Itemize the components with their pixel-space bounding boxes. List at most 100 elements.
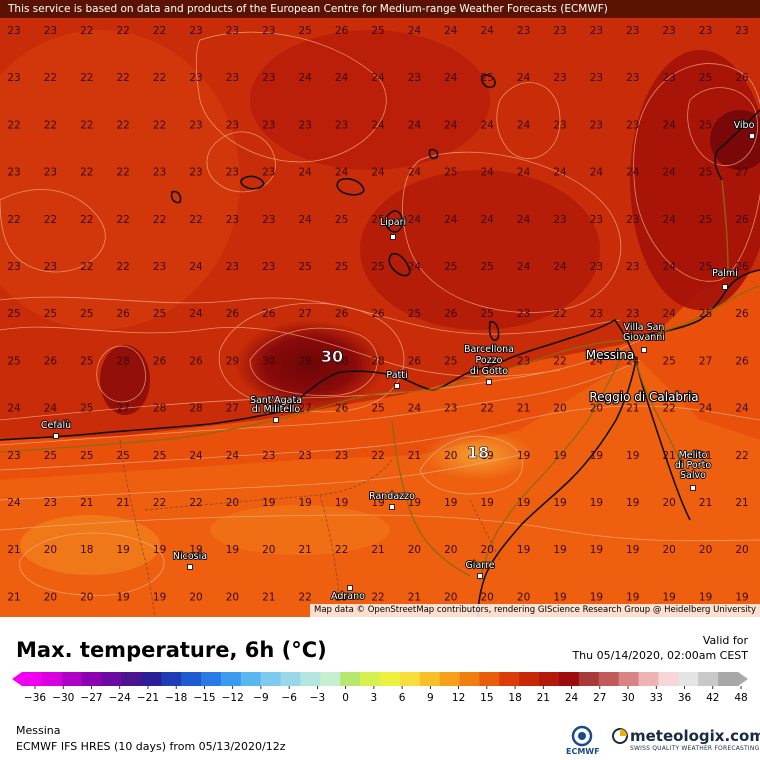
place-marker-icon: [273, 417, 279, 423]
place-label[interactable]: Cefalù: [40, 419, 72, 432]
grid-value: 25: [335, 261, 348, 273]
ecmwf-logo-icon: [571, 725, 593, 747]
grid-value: 24: [699, 403, 713, 415]
grid-value: 24: [663, 261, 677, 273]
grid-value: 24: [663, 167, 677, 179]
grid-value: 24: [553, 261, 567, 273]
grid-value: 19: [626, 497, 639, 509]
grid-value: 18: [80, 544, 93, 556]
grid-value: 19: [226, 544, 239, 556]
admin-borders: [119, 439, 501, 617]
grid-value: 26: [735, 72, 749, 84]
ecmwf-logo-label: ECMWF: [566, 747, 600, 756]
grid-value: 24: [7, 403, 21, 415]
grid-value: 24: [226, 450, 240, 462]
grid-value: 20: [44, 544, 57, 556]
colorbar-tick-label: 36: [678, 692, 692, 704]
meteologix-logo-text[interactable]: meteologix.com: [630, 727, 760, 745]
grid-value: 25: [7, 355, 20, 367]
grid-value: 28: [117, 355, 130, 367]
place-label[interactable]: Villa San: [623, 321, 666, 334]
place-label[interactable]: Lipari: [379, 216, 407, 229]
colorbar-tick-label: 30: [621, 692, 634, 704]
colorbar-tick-label: 33: [650, 692, 663, 704]
place-label[interactable]: Vibo: [733, 119, 756, 132]
grid-value: 22: [80, 72, 93, 84]
place-marker-icon: [389, 504, 395, 510]
grid-value: 19: [153, 591, 166, 603]
grid-value: 22: [80, 25, 93, 37]
grid-value: 23: [517, 355, 530, 367]
grid-value: 20: [226, 497, 239, 509]
place-label[interactable]: Palmi: [711, 267, 738, 280]
place-label[interactable]: Reggio di Calabria: [588, 389, 700, 405]
grid-value: 23: [590, 25, 603, 37]
grid-value: 22: [189, 214, 202, 226]
grid-value: 28: [371, 355, 384, 367]
grid-value: 23: [226, 72, 239, 84]
grid-value: 26: [735, 308, 749, 320]
grid-value: 23: [262, 72, 275, 84]
grid-value: 19: [117, 544, 130, 556]
place-label[interactable]: Pozzo: [475, 354, 504, 367]
place-label[interactable]: Messina: [585, 347, 636, 363]
grid-value: 25: [699, 119, 712, 131]
grid-value: 21: [80, 497, 93, 509]
grid-value: 22: [553, 308, 566, 320]
colorbar-segment: [598, 672, 620, 686]
place-label[interactable]: di Militello: [251, 403, 301, 416]
place-label[interactable]: Giarre: [465, 559, 496, 572]
colorbar-tick-label: 6: [399, 692, 406, 704]
place-label[interactable]: Nicosia: [172, 550, 208, 563]
grid-value: 20: [444, 450, 457, 462]
grid-value: 28: [189, 403, 202, 415]
place-label[interactable]: di Porto: [674, 459, 712, 472]
grid-value: 25: [371, 403, 384, 415]
colorbar-segment: [658, 672, 679, 686]
temperature-map[interactable]: 23 23 22 22 22 23 23 23 25 26 25 24 24 24 23 23 23 23 23 23…: [0, 0, 760, 617]
grid-value: 23: [626, 119, 639, 131]
place-label[interactable]: Salvo: [679, 469, 707, 482]
grid-value: 23: [299, 450, 312, 462]
grid-value: 23: [7, 72, 20, 84]
grid-value: 23: [626, 25, 639, 37]
grid-value: 24: [371, 167, 385, 179]
temperature-grid: 23 23 22 22 22 23 23 23 25 26 25 24 24 24 23 23 23 23 23 23…: [7, 25, 749, 603]
colorbar-tick-label: −21: [137, 692, 159, 704]
place-marker-icon: [187, 564, 193, 570]
place-label[interactable]: Barcellona: [463, 343, 515, 356]
colorbar-segment: [280, 672, 301, 686]
place-label[interactable]: Patti: [385, 369, 408, 382]
place-label[interactable]: Giovanni: [622, 331, 666, 344]
grid-value: 25: [481, 355, 494, 367]
grid-value: 22: [299, 591, 312, 603]
colorbar-segment: [121, 672, 142, 686]
grid-value: 25: [7, 308, 20, 320]
colorbar-segment: [459, 672, 480, 686]
colorbar-segment: [220, 672, 242, 686]
place-label[interactable]: di Gotto: [469, 365, 509, 378]
grid-value: 25: [153, 450, 166, 462]
grid-value: 23: [553, 25, 566, 37]
grid-value: 22: [153, 72, 166, 84]
place-label[interactable]: Melito: [678, 449, 709, 462]
grid-value: 26: [735, 261, 749, 273]
grid-value: 22: [153, 214, 166, 226]
grid-value: 22: [371, 591, 384, 603]
place-label[interactable]: Randazzo: [368, 490, 416, 503]
grid-value: 23: [408, 72, 421, 84]
grid-value: 30: [262, 355, 275, 367]
colorbar-tick-label: −36: [24, 692, 46, 704]
grid-value: 24: [371, 72, 385, 84]
colorbar-segment: [419, 672, 441, 686]
grid-value: 24: [408, 261, 422, 273]
colorbar-segment: [300, 672, 321, 686]
grid-value: 23: [735, 25, 748, 37]
place-label[interactable]: Sant'Agata: [249, 394, 303, 407]
place-label[interactable]: Adrano: [330, 590, 366, 603]
grid-value: 19: [699, 591, 712, 603]
grid-value: 24: [408, 403, 422, 415]
grid-value: 22: [153, 119, 166, 131]
grid-value: 19: [444, 497, 457, 509]
colorbar-segment: [81, 672, 103, 686]
